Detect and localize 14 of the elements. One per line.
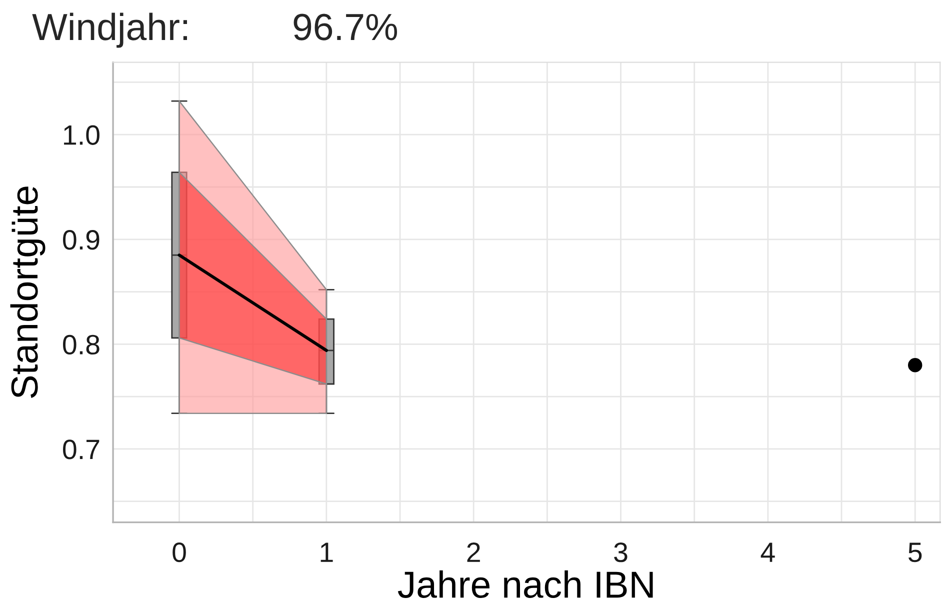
y-tick-label: 0.7 [63, 440, 100, 460]
x-tick-label: 0 [172, 542, 186, 562]
x-tick-label: 2 [467, 542, 480, 562]
y-axis-title: Standortgüte [10, 186, 46, 398]
x-tick-label: 4 [760, 542, 775, 562]
y-tick-label: 0.9 [63, 230, 100, 250]
chart-title: Windjahr: [32, 12, 187, 48]
text: 96.7% [294, 14, 398, 40]
x-tick-label: 3 [614, 542, 628, 562]
y-tick-label: 0.8 [63, 334, 100, 355]
y-tick-label: 1.0 [64, 125, 100, 145]
x-axis-title: Jahre nach IBN [398, 570, 653, 598]
x-tick-label: 1 [320, 542, 333, 562]
x-tick-label: 5 [908, 542, 922, 562]
